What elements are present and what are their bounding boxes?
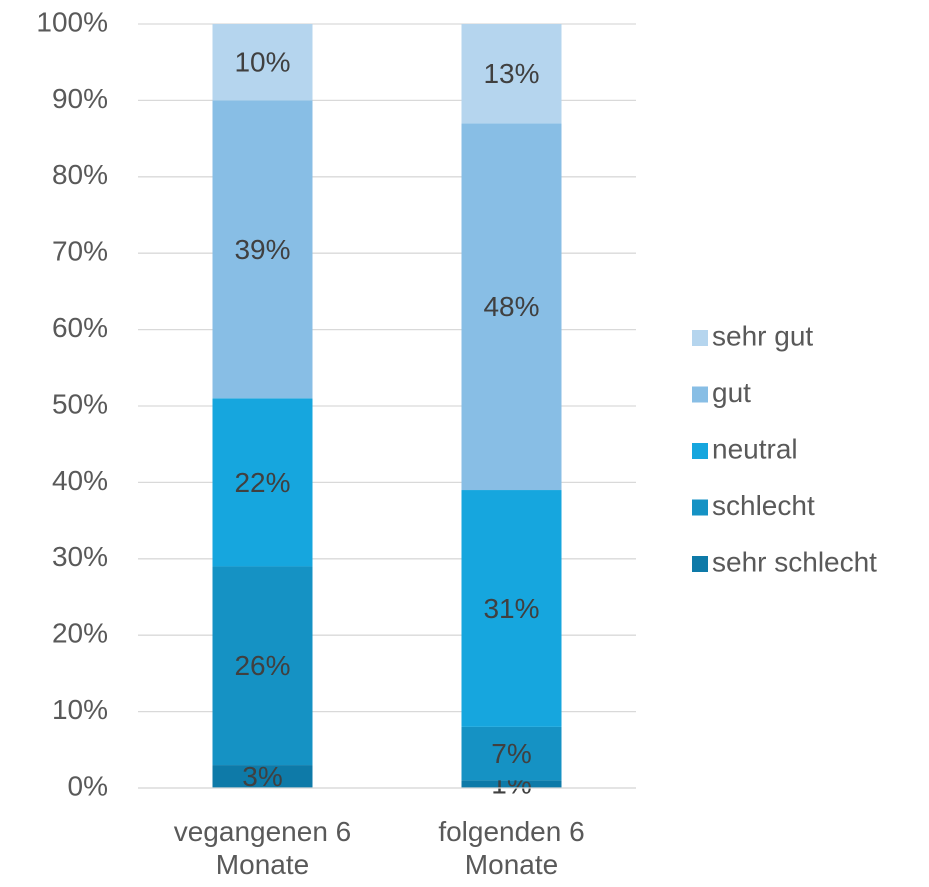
data-label: 26% [234, 650, 290, 681]
data-label: 13% [483, 58, 539, 89]
data-label: 39% [234, 234, 290, 265]
y-tick-label: 100% [36, 6, 108, 37]
legend-swatch [692, 556, 708, 572]
data-label: 31% [483, 593, 539, 624]
legend-swatch [692, 386, 708, 403]
y-tick-label: 70% [52, 236, 108, 267]
legend-label: neutral [712, 433, 798, 464]
bar-segment [212, 24, 313, 101]
y-tick-label: 10% [52, 694, 108, 725]
legend-swatch [692, 330, 708, 346]
bar-segment [461, 24, 562, 124]
y-tick-label: 50% [52, 388, 108, 419]
legend-label: sehr gut [712, 320, 813, 351]
x-tick-label: folgenden 6 Monate [438, 816, 585, 880]
y-tick-label: 20% [52, 618, 108, 649]
bar-segment [461, 726, 562, 781]
bar-segment [461, 490, 562, 727]
y-tick-label: 60% [52, 312, 108, 343]
y-tick-label: 0% [68, 770, 108, 801]
legend-swatch [692, 443, 708, 459]
data-label: 7% [491, 738, 531, 769]
bar-segment [461, 123, 562, 491]
legend-label: gut [712, 377, 751, 408]
bar-segment [212, 100, 313, 399]
y-tick-label: 80% [52, 159, 108, 190]
data-label: 22% [234, 467, 290, 498]
y-tick-label: 90% [52, 83, 108, 114]
data-label: 48% [483, 291, 539, 322]
y-tick-label: 30% [52, 541, 108, 572]
data-label: 3% [242, 761, 282, 792]
y-tick-label: 40% [52, 465, 108, 496]
bar-segment [212, 566, 313, 766]
legend-label: sehr schlecht [712, 546, 877, 577]
legend-swatch [692, 499, 708, 516]
bar-segment [212, 765, 313, 788]
bar-segment [212, 398, 313, 567]
bar-segment [461, 780, 562, 788]
data-label: 10% [234, 47, 290, 78]
legend-label: schlecht [712, 490, 815, 521]
x-tick-label: vegangenen 6 Monate [173, 816, 352, 880]
